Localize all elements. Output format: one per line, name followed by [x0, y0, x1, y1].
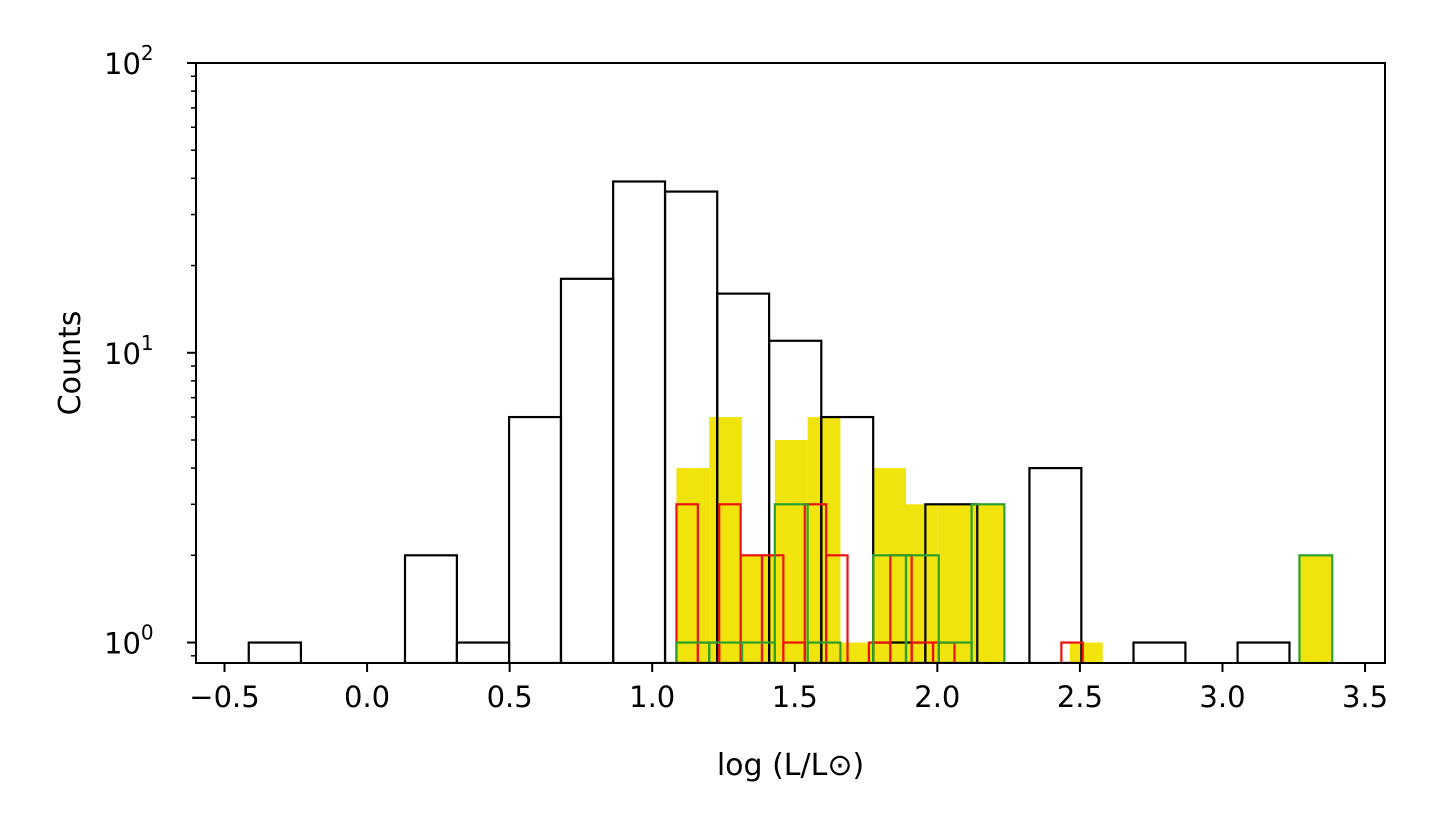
hist-bar — [924, 503, 979, 663]
y-tick-label: 101 — [104, 331, 154, 371]
x-tick-label: 1.0 — [629, 680, 675, 714]
hist-bar — [1298, 554, 1334, 663]
hist-bar — [904, 554, 940, 663]
y-axis-label: Counts — [53, 311, 88, 416]
hist-bar — [825, 554, 849, 663]
hist-bar — [1299, 555, 1333, 663]
series-1 — [676, 417, 1333, 663]
x-tick-label: 0.0 — [344, 680, 390, 714]
hist-bar — [709, 417, 743, 663]
x-tick-label: 3.0 — [1199, 680, 1245, 714]
hist-bar — [1132, 641, 1187, 663]
hist-bar — [403, 554, 458, 663]
hist-bar — [455, 641, 511, 663]
hist-bar — [773, 503, 809, 663]
hist-bar — [807, 417, 841, 663]
series-3 — [675, 503, 1334, 663]
hist-bar — [559, 277, 615, 663]
hist-bar — [806, 641, 842, 663]
x-tick-label: 2.0 — [914, 680, 960, 714]
x-tick-label: −0.5 — [189, 680, 259, 714]
hist-bar — [774, 440, 808, 663]
hist-bar — [612, 180, 667, 663]
hist-bar — [760, 554, 785, 663]
hist-bar — [938, 504, 972, 663]
plot-frame — [195, 62, 1386, 664]
x-axis-label: log (L/L⊙) — [717, 748, 864, 783]
hist-bar — [970, 503, 1006, 663]
series-layer — [247, 180, 1334, 663]
x-tick-label: 3.5 — [1342, 680, 1388, 714]
hist-bar — [1060, 641, 1084, 663]
hist-bar — [675, 503, 699, 663]
x-tick-label: 0.5 — [487, 680, 533, 714]
series-2 — [675, 503, 1084, 663]
y-tick-label: 100 — [104, 621, 154, 661]
hist-bar — [676, 468, 710, 663]
hist-bar — [507, 415, 563, 663]
hist-bar — [247, 641, 303, 663]
y-tick-label: 102 — [104, 41, 154, 81]
hist-bar — [1236, 641, 1291, 663]
hist-bar — [1069, 642, 1103, 663]
x-tick-label: 2.5 — [1057, 680, 1103, 714]
axes-layer: −0.5 0.0 0.5 1.0 1.5 2.0 2.5 3.0 3.5 100 101 102 — [104, 41, 1388, 714]
x-tick-label: 1.5 — [772, 680, 818, 714]
series-0 — [247, 180, 1291, 663]
hist-bar — [1028, 466, 1083, 663]
hist-bar — [820, 415, 875, 663]
